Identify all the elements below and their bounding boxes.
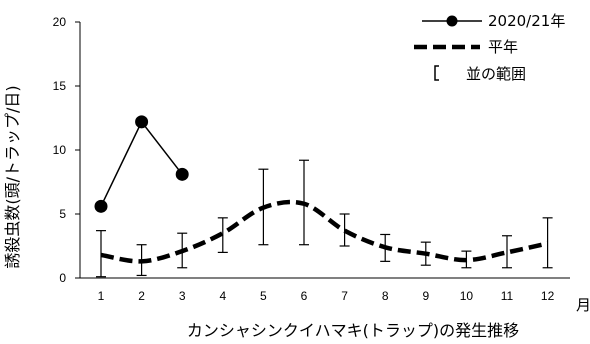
- y-axis-label: 誘殺虫数(頭/トラップ/日): [3, 85, 22, 268]
- x-axis-label: カンシャシンクイハマキ(トラップ)の発生推移: [187, 321, 519, 340]
- legend-label-actual: 2020/21年: [488, 12, 565, 30]
- series-layer: [94, 115, 549, 264]
- legend-item-range: 並の範囲: [434, 65, 526, 83]
- x-tick-label: 3: [179, 289, 186, 303]
- x-tick-label: 4: [219, 289, 226, 303]
- legend-label-average: 平年: [488, 38, 518, 56]
- x-tick-label: 5: [260, 289, 267, 303]
- range-bar: [339, 213, 350, 247]
- series-2020-21-point: [94, 199, 108, 213]
- x-tick-label: 11: [501, 289, 514, 303]
- y-tick-label: 5: [59, 207, 66, 221]
- legend-range-bracket: [434, 65, 439, 81]
- x-ticks: 1 2 3 4 5 6 7 8 9 10 11 12: [98, 289, 555, 303]
- x-tick-label: 8: [382, 289, 389, 303]
- x-axis-unit: 月: [576, 296, 590, 314]
- legend-item-actual: 2020/21年: [422, 12, 565, 30]
- y-ticks: 0 5 10 15 20: [53, 15, 80, 285]
- x-tick-label: 2: [138, 289, 145, 303]
- legend-item-average: 平年: [414, 38, 518, 56]
- x-tick-label: 7: [341, 289, 348, 303]
- range-bar: [542, 217, 553, 269]
- series-2020-21-point: [175, 167, 189, 181]
- series-2020-21-point: [135, 115, 149, 129]
- y-tick-label: 10: [53, 143, 67, 157]
- y-tick-label: 0: [59, 271, 66, 285]
- x-tick-label: 12: [541, 289, 555, 303]
- x-tick-label: 10: [460, 289, 474, 303]
- x-tick-label: 9: [422, 289, 429, 303]
- y-tick-label: 15: [53, 79, 67, 93]
- legend: 2020/21年 平年 並の範囲: [414, 12, 565, 83]
- series-average-line: [100, 199, 549, 264]
- range-bar: [502, 235, 512, 269]
- y-tick-label: 20: [53, 15, 67, 29]
- legend-label-range: 並の範囲: [466, 65, 526, 83]
- series-2020-21-line: [100, 120, 183, 207]
- x-tick-label: 1: [98, 289, 105, 303]
- legend-circle-marker: [446, 15, 458, 27]
- x-tick-label: 6: [301, 289, 308, 303]
- range-bar: [96, 230, 106, 278]
